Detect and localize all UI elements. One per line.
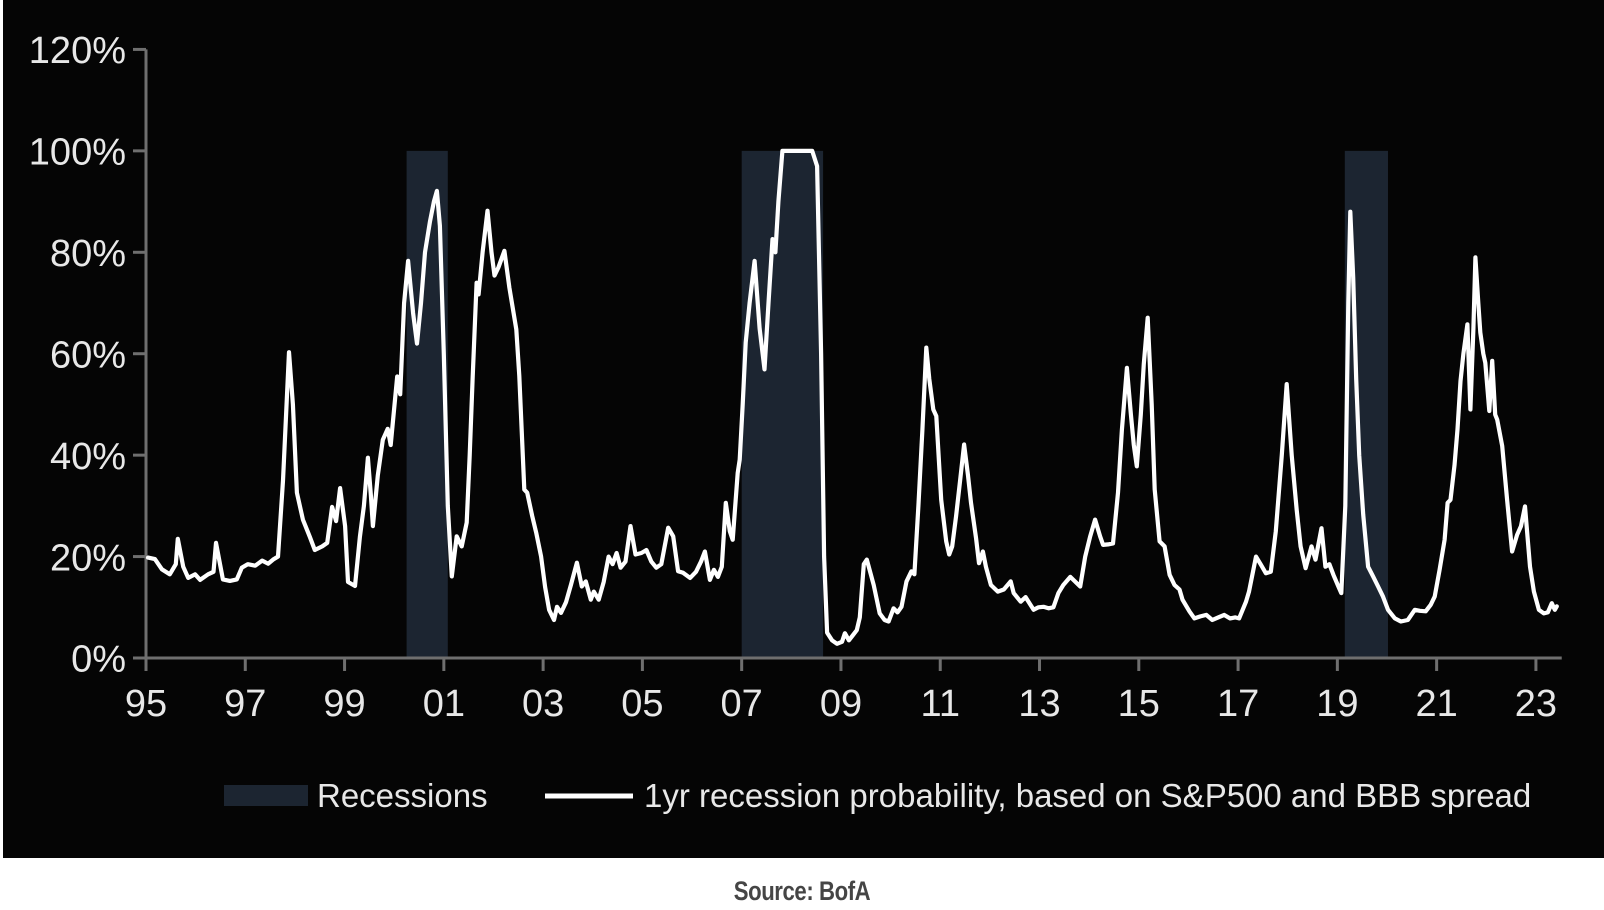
y-tick-label: 100% [29, 132, 126, 174]
x-tick-label: 01 [423, 683, 465, 725]
x-tick-label: 21 [1415, 683, 1457, 725]
legend-line-label: 1yr recession probability, based on S&P5… [644, 777, 1531, 814]
x-tick-label: 03 [522, 683, 564, 725]
source-note: Source: BofA [733, 876, 871, 906]
axis-labels-layer: 0% 20% 40% 60% 80% 100% 120% 95 97 99 01 03 05 07 09 11… [29, 30, 1557, 725]
x-tick-label: 11 [921, 683, 960, 725]
y-tick-label: 120% [29, 30, 126, 72]
probability-line [145, 148, 1559, 646]
x-tick-label: 19 [1316, 683, 1358, 725]
y-tick-label: 60% [50, 334, 126, 376]
y-tick-label: 20% [50, 537, 126, 579]
x-tick-label: 23 [1515, 683, 1557, 725]
recession-band [741, 150, 824, 659]
y-tick-label: 40% [50, 436, 126, 478]
x-tick-label: 13 [1018, 683, 1060, 725]
x-tick-label: 05 [621, 683, 663, 725]
x-tick-label: 99 [323, 683, 365, 725]
x-tick-label: 17 [1217, 683, 1259, 725]
chart-panel: 0% 20% 40% 60% 80% 100% 120% 95 97 99 01 03 05 07 09 11… [3, 0, 1604, 858]
x-tick-label: 09 [820, 683, 862, 725]
x-tick-label: 15 [1118, 683, 1160, 725]
recession-probability-chart: 0% 20% 40% 60% 80% 100% 120% 95 97 99 01 03 05 07 09 11… [29, 30, 1562, 814]
series-layer [145, 148, 1559, 646]
legend: Recessions 1yr recession probability, ba… [224, 777, 1531, 814]
legend-recessions-label: Recessions [317, 777, 488, 814]
recession-bands-layer [406, 150, 1388, 659]
x-tick-label: 95 [125, 683, 167, 725]
legend-recession-swatch [224, 785, 308, 806]
axes-layer [133, 47, 1562, 671]
y-tick-label: 0% [71, 639, 126, 681]
x-tick-label: 97 [224, 683, 266, 725]
x-tick-label: 07 [721, 683, 763, 725]
y-tick-label: 80% [50, 233, 126, 275]
